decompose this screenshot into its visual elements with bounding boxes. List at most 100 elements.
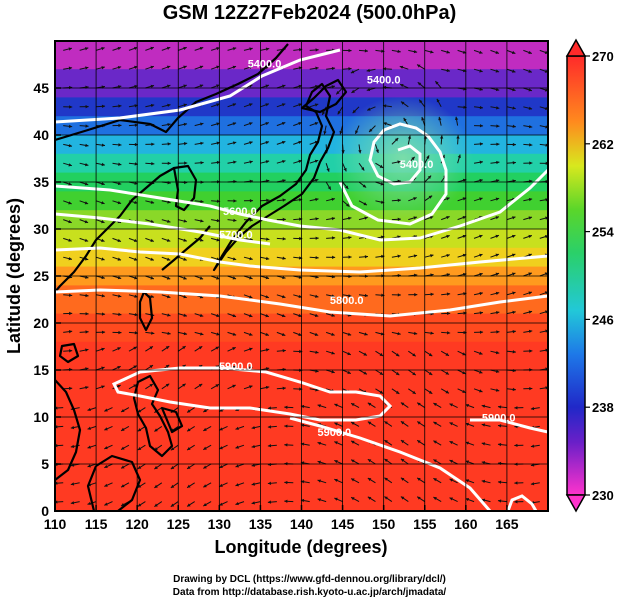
wind-arrow: [358, 181, 367, 188]
wind-arrow: [334, 497, 343, 503]
wind-arrow: [260, 160, 270, 164]
wind-arrow: [194, 275, 204, 280]
wind-arrow: [178, 294, 187, 299]
wind-arrow: [276, 294, 286, 299]
wind-arrow: [112, 143, 122, 147]
wind-arrow: [407, 135, 412, 145]
wind-arrow: [203, 463, 212, 469]
wind-arrow: [178, 46, 187, 51]
wind-arrow: [449, 459, 458, 465]
wind-arrow: [400, 439, 409, 446]
wind-arrow: [170, 463, 179, 470]
wind-arrow: [384, 496, 393, 503]
wind-arrow: [95, 219, 105, 224]
wind-arrow: [441, 331, 451, 335]
wind-arrow: [120, 425, 130, 432]
wind-arrow: [335, 87, 343, 95]
wind-arrow: [325, 331, 335, 336]
wind-arrow: [95, 200, 105, 205]
wind-arrow: [325, 163, 330, 172]
wind-arrow: [382, 67, 392, 71]
wind-arrow: [70, 482, 80, 486]
y-tick-label: 20: [33, 315, 49, 331]
map-graticule: [55, 41, 548, 511]
wind-arrow: [309, 236, 319, 240]
wind-arrow: [433, 477, 442, 484]
wind-arrow: [137, 463, 146, 470]
wind-arrow: [284, 424, 294, 428]
wind-arrow: [400, 420, 409, 427]
wind-arrow: [227, 256, 237, 261]
wind-arrow: [260, 198, 270, 203]
wind-arrow: [391, 49, 401, 54]
wind-arrow: [211, 199, 221, 203]
wind-arrow: [145, 364, 154, 371]
wind-arrow: [137, 407, 146, 413]
wind-arrow: [95, 47, 105, 51]
wind-arrow: [227, 331, 237, 336]
wind-arrow: [375, 49, 385, 53]
wind-arrow: [473, 49, 483, 54]
wind-arrow: [407, 156, 416, 164]
wind-arrow: [506, 350, 516, 354]
wind-arrow: [473, 272, 483, 277]
wind-arrow: [358, 49, 369, 53]
wind-arrow: [506, 68, 516, 73]
wind-arrow: [243, 160, 253, 164]
wind-arrow: [210, 313, 220, 318]
wind-arrow: [63, 219, 72, 224]
height-contours: [55, 48, 548, 511]
wind-arrow: [334, 459, 343, 465]
wind-arrow: [128, 384, 138, 390]
wind-arrow: [194, 313, 204, 317]
wind-arrow: [400, 402, 409, 409]
wind-arrow: [293, 198, 303, 202]
wind-arrow: [79, 200, 89, 205]
wind-arrow: [251, 482, 261, 486]
coastline-indochina: [55, 379, 82, 481]
wind-arrow: [276, 237, 286, 241]
wind-arrow: [481, 498, 491, 503]
wind-arrow: [375, 388, 384, 394]
wind-arrow: [326, 66, 336, 71]
wind-arrow: [178, 331, 188, 336]
wind-arrow: [227, 218, 237, 222]
wind-arrow: [194, 331, 204, 336]
wind-arrow: [260, 141, 270, 145]
wind-arrow: [384, 458, 393, 465]
wind-arrow: [523, 68, 532, 73]
y-axis-ticks: 0 5 10 15 20 25 30 35 40 45: [33, 80, 61, 519]
wind-arrow: [79, 181, 89, 186]
wind-arrow: [481, 404, 491, 409]
wind-arrow: [210, 84, 220, 89]
wind-arrow: [79, 293, 89, 298]
wind-arrow: [352, 106, 360, 114]
x-tick-label: 115: [85, 516, 108, 532]
wind-arrow: [523, 310, 533, 315]
wind-arrow: [490, 234, 500, 239]
wind-arrow: [391, 137, 399, 145]
wind-arrow: [95, 347, 105, 352]
wind-arrow: [424, 49, 434, 54]
wind-arrow: [235, 463, 245, 468]
wind-arrow: [276, 159, 286, 164]
wind-arrow: [424, 369, 433, 376]
x-axis-label: Longitude (degrees): [214, 537, 387, 557]
wind-arrow: [120, 482, 130, 488]
wind-arrow: [161, 256, 171, 261]
wind-arrow: [260, 47, 270, 51]
wind-arrow: [309, 159, 319, 164]
wind-arrow: [465, 479, 475, 484]
coastline-taiwan: [138, 290, 154, 332]
wind-arrow: [457, 178, 467, 183]
wind-arrow: [145, 383, 154, 390]
wind-arrow: [63, 200, 72, 205]
wind-arrow: [79, 162, 89, 167]
wind-arrow: [523, 87, 533, 92]
wind-arrow: [145, 103, 155, 108]
wind-arrow: [391, 331, 401, 336]
wind-arrow: [79, 385, 89, 390]
wind-arrow: [95, 385, 105, 390]
wind-arrow: [243, 385, 253, 390]
wind-arrow: [177, 383, 186, 390]
